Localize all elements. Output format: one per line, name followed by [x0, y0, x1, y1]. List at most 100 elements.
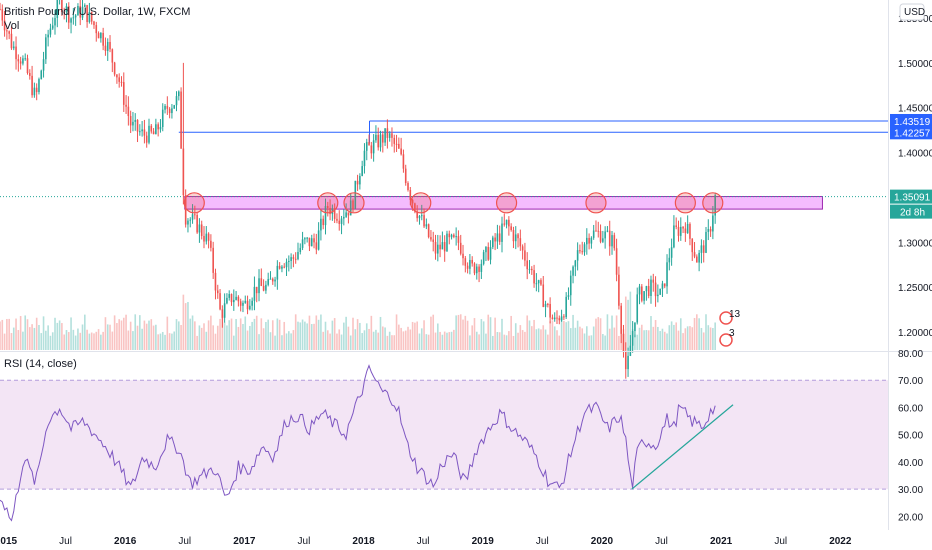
candle-body[interactable] — [572, 266, 574, 276]
candle-body[interactable] — [379, 134, 382, 148]
candle-body[interactable] — [613, 235, 616, 249]
candle-body[interactable] — [125, 104, 127, 107]
candle-body[interactable] — [533, 270, 535, 284]
candle-body[interactable] — [155, 124, 157, 135]
zone-touch-circle[interactable] — [702, 192, 724, 214]
candle-body[interactable] — [459, 242, 462, 254]
candle-body[interactable] — [221, 309, 224, 318]
candle-body[interactable] — [251, 300, 253, 306]
candle-body[interactable] — [47, 34, 49, 38]
candle-body[interactable] — [677, 226, 680, 236]
candle-body[interactable] — [402, 154, 405, 169]
candle-body[interactable] — [650, 279, 652, 296]
candle-body[interactable] — [503, 223, 506, 225]
candle-body[interactable] — [258, 278, 260, 294]
candle-body[interactable] — [455, 236, 457, 238]
candle-body[interactable] — [320, 218, 322, 231]
candle-body[interactable] — [482, 252, 485, 264]
candle-body[interactable] — [457, 236, 460, 243]
candle-body[interactable] — [283, 266, 286, 268]
candle-body[interactable] — [563, 316, 565, 318]
candle-body[interactable] — [271, 278, 274, 282]
candle-body[interactable] — [714, 195, 716, 216]
candle-body[interactable] — [3, 20, 6, 31]
candle-body[interactable] — [416, 211, 418, 219]
candle-body[interactable] — [549, 303, 551, 318]
candle-body[interactable] — [450, 234, 453, 238]
candle-body[interactable] — [35, 87, 38, 93]
candle-body[interactable] — [501, 223, 503, 242]
candle-body[interactable] — [631, 331, 634, 346]
candle-body[interactable] — [611, 235, 613, 247]
candle-body[interactable] — [159, 126, 162, 130]
candle-body[interactable] — [485, 246, 487, 253]
candle-body[interactable] — [473, 263, 476, 274]
candle-body[interactable] — [343, 216, 345, 219]
candle-body[interactable] — [414, 203, 416, 212]
candle-body[interactable] — [269, 278, 272, 280]
candle-body[interactable] — [544, 303, 547, 307]
candle-body[interactable] — [297, 251, 299, 260]
candle-body[interactable] — [22, 58, 24, 64]
candle-body[interactable] — [184, 195, 187, 225]
candle-body[interactable] — [24, 58, 27, 60]
candle-body[interactable] — [551, 317, 554, 320]
candle-body[interactable] — [56, 0, 59, 18]
candle-body[interactable] — [132, 121, 134, 126]
candle-body[interactable] — [72, 17, 75, 19]
candle-body[interactable] — [88, 12, 91, 23]
candle-body[interactable] — [134, 119, 137, 122]
candle-body[interactable] — [567, 295, 570, 297]
candle-body[interactable] — [198, 224, 201, 233]
candle-body[interactable] — [409, 189, 412, 200]
candle-body[interactable] — [173, 105, 176, 109]
candle-body[interactable] — [214, 272, 217, 291]
earnings-event-icon[interactable] — [719, 311, 733, 325]
candle-body[interactable] — [597, 230, 600, 232]
candle-body[interactable] — [615, 248, 618, 275]
candle-body[interactable] — [398, 143, 400, 149]
rsi-trendline[interactable] — [631, 404, 734, 490]
candle-body[interactable] — [679, 226, 682, 236]
candle-body[interactable] — [606, 230, 609, 232]
candle-body[interactable] — [329, 207, 331, 215]
candle-body[interactable] — [139, 131, 141, 133]
price-pane[interactable] — [0, 0, 888, 379]
candle-body[interactable] — [514, 234, 517, 242]
candle-body[interactable] — [586, 237, 588, 245]
candle-body[interactable] — [448, 233, 451, 238]
candle-body[interactable] — [478, 266, 480, 272]
candle-body[interactable] — [86, 5, 88, 23]
candle-body[interactable] — [530, 268, 533, 271]
candle-body[interactable] — [439, 244, 441, 250]
zone-touch-circle[interactable] — [343, 192, 365, 214]
candle-body[interactable] — [372, 140, 375, 154]
candle-body[interactable] — [492, 237, 494, 248]
candle-body[interactable] — [595, 230, 597, 232]
candle-body[interactable] — [634, 322, 636, 332]
candle-body[interactable] — [361, 166, 363, 176]
candle-body[interactable] — [10, 33, 13, 49]
candle-body[interactable] — [673, 225, 675, 248]
candle-body[interactable] — [668, 257, 671, 263]
candle-body[interactable] — [453, 234, 455, 237]
candle-body[interactable] — [682, 226, 684, 229]
candle-body[interactable] — [475, 266, 478, 274]
candle-body[interactable] — [702, 245, 705, 253]
candle-body[interactable] — [375, 134, 377, 141]
candle-body[interactable] — [395, 143, 398, 145]
candle-body[interactable] — [489, 247, 492, 260]
rsi-line[interactable] — [0, 364, 716, 522]
candle-body[interactable] — [542, 284, 545, 307]
economic-event-icon[interactable] — [719, 333, 733, 347]
candle-body[interactable] — [97, 33, 100, 39]
candle-body[interactable] — [294, 258, 297, 260]
candle-body[interactable] — [233, 299, 235, 303]
candle-body[interactable] — [285, 261, 288, 268]
candle-body[interactable] — [301, 239, 304, 248]
candle-body[interactable] — [189, 219, 192, 221]
candle-body[interactable] — [281, 266, 283, 269]
candle-body[interactable] — [17, 59, 20, 62]
candle-body[interactable] — [352, 200, 354, 209]
candle-body[interactable] — [191, 214, 194, 220]
